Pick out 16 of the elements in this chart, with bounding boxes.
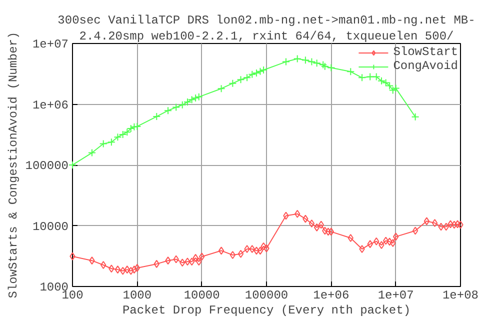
chart-subtitle: 2.4.20smp web100-2.2.1, rxint 64/64, txqueuelen 500/ [79,30,454,44]
x-axis-title: Packet Drop Frequency (Every nth packet) [122,304,411,318]
x-tick-label: 1000 [122,288,152,302]
legend-label: SlowStart [393,45,458,59]
y-tick-label: 1e+06 [32,98,69,112]
x-tick-label: 100000 [244,288,288,302]
y-axis-title: SlowStarts & CongestionAvoid (Number) [6,32,20,298]
x-tick-label: 1e+06 [313,288,350,302]
legend-label: CongAvoid [393,59,458,73]
y-tick-label: 10000 [32,220,69,234]
x-tick-label: 1e+07 [378,288,414,302]
x-tick-label: 1e+08 [442,288,479,302]
x-tick-label: 10000 [184,288,220,302]
y-tick-label: 100000 [25,159,69,173]
chart-title: 300sec VanillaTCP DRS lon02.mb-ng.net->man01.mb-ng.net MB- [58,14,476,28]
y-tick-label: 1e+07 [32,38,69,52]
